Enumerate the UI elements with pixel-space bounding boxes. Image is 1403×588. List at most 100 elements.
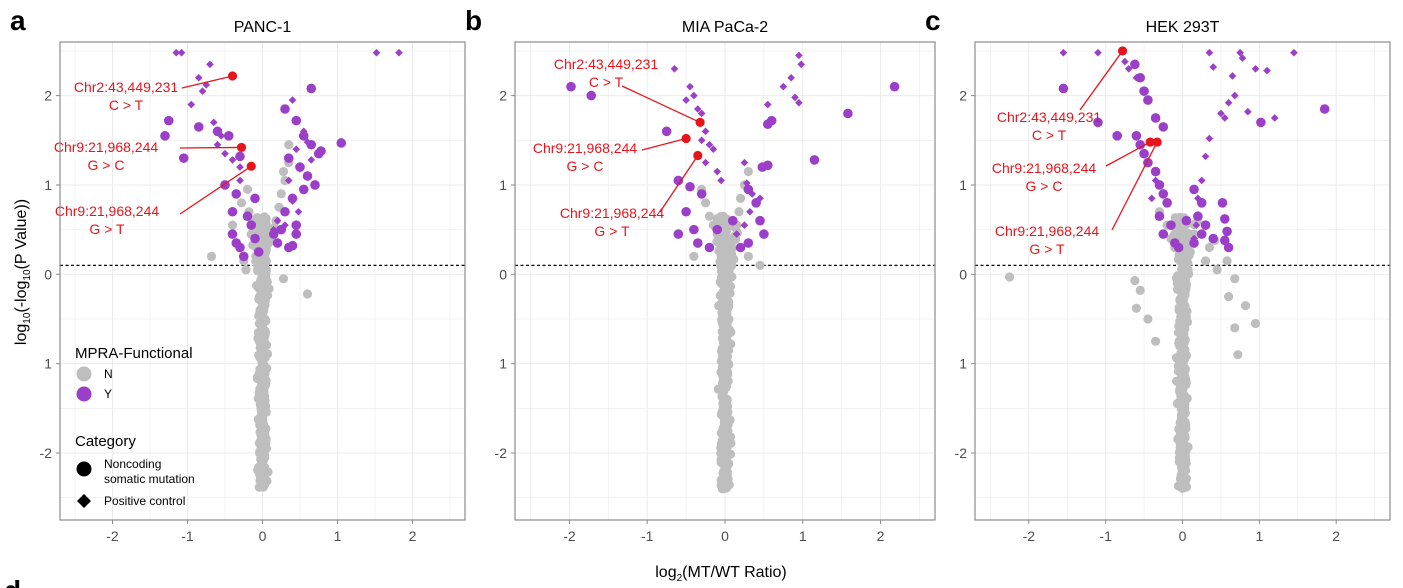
data-point-y-diamond: [221, 149, 229, 158]
data-point-n: [722, 482, 732, 492]
axes: -2 -1 0 1 2 -2 1 0 1 2: [40, 88, 417, 544]
data-point-y-circle: [1158, 189, 1169, 199]
callout-label-line: Chr2:43,449,231: [74, 79, 179, 95]
data-point-y-diamond: [1230, 91, 1239, 100]
data-point-y-diamond: [236, 176, 244, 185]
data-point-n: [734, 207, 744, 217]
data-point-y-circle: [227, 229, 238, 239]
data-point-y-circle: [1150, 166, 1161, 177]
axes: -2 -1 0 1 2 -2 1 0 1 2: [495, 88, 885, 544]
data-point-n: [1151, 336, 1161, 346]
data-point-y-circle: [1217, 198, 1228, 208]
callout-label-line: Chr9:21,968,244: [995, 223, 1100, 239]
data-point-n: [1130, 275, 1140, 286]
panel-letter: b: [465, 5, 482, 36]
data-point-y-diamond: [228, 156, 237, 164]
data-point-n: [721, 226, 731, 236]
points-functional-n: [689, 166, 765, 494]
data-point-y-diamond: [709, 145, 718, 154]
data-point-n: [1177, 315, 1187, 325]
data-point-n: [1250, 318, 1261, 329]
data-point-y-diamond: [1124, 65, 1133, 73]
panel-letter: c: [925, 5, 941, 36]
data-point-n: [1182, 265, 1192, 275]
data-point-y-diamond: [791, 93, 799, 102]
callout-label-line: G > T: [89, 221, 125, 237]
data-point-y-circle: [1166, 220, 1176, 230]
data-point-y-diamond: [1290, 48, 1298, 57]
callout-label-line: Chr9:21,968,244: [560, 205, 665, 221]
data-point-y-diamond: [670, 65, 679, 73]
data-point-y-circle: [1158, 229, 1169, 239]
data-point-n: [258, 307, 268, 318]
legend-label-positive-control: Positive control: [104, 494, 185, 508]
data-point-n: [1174, 250, 1184, 260]
callout-label: Chr9:21,968,244 G > C: [54, 139, 159, 173]
legend-diamond-shape: [77, 494, 91, 508]
data-point-n: [258, 300, 268, 310]
legend-functional-title: MPRA-Functional: [75, 345, 193, 362]
highlight-point: [246, 161, 256, 171]
data-point-y-circle: [843, 108, 853, 119]
data-point-y-diamond: [213, 140, 222, 149]
y-tick-label: 1: [499, 177, 507, 193]
y-tick-label: 1: [499, 356, 507, 372]
x-tick-label: -2: [106, 528, 119, 544]
panel-c: Chr2:43,449,231 C > T Chr9:21,968,244 G > C…: [925, 5, 1391, 544]
data-point-y-circle: [1219, 214, 1230, 224]
data-point-y-diamond: [1236, 48, 1244, 57]
data-point-y-diamond: [732, 230, 741, 238]
data-point-n: [1178, 354, 1188, 364]
legend-label-noncoding: Noncoding somatic mutation: [104, 457, 195, 486]
panels: Chr2:43,449,231 C > T Chr9:21,968,244 G > C…: [10, 5, 1391, 544]
data-point-n: [276, 189, 286, 199]
data-point-n: [1173, 271, 1183, 281]
data-point-n: [1212, 265, 1222, 275]
legend-swatch-y: [76, 386, 92, 402]
data-point-y-circle: [272, 238, 283, 248]
y-tick-label: 1: [959, 177, 967, 193]
data-point-y-circle: [231, 238, 242, 248]
data-point-y-diamond: [1121, 57, 1129, 66]
data-point-y-circle: [306, 83, 317, 94]
data-point-y-circle: [283, 153, 294, 163]
data-point-y-diamond: [296, 165, 304, 173]
legend-functional-items: N Y: [76, 366, 113, 402]
data-point-y-diamond: [395, 48, 403, 57]
data-point-y-circle: [1208, 233, 1219, 244]
data-point-y-diamond: [787, 73, 795, 82]
highlight-point: [695, 117, 705, 128]
data-point-y-circle: [809, 155, 820, 165]
data-point-n: [743, 166, 753, 177]
data-point-y-circle: [1139, 86, 1149, 96]
data-point-y-circle: [1193, 211, 1203, 222]
data-point-y-circle: [316, 146, 326, 156]
x-tick-label: -2: [1023, 528, 1036, 544]
data-point-y-diamond: [740, 158, 749, 167]
highlight-point: [1152, 137, 1162, 147]
highlight-point: [1145, 137, 1155, 147]
data-point-y-diamond: [292, 145, 301, 154]
data-point-n: [700, 198, 711, 208]
data-point-y-circle: [1256, 117, 1266, 128]
callout-line: [1105, 141, 1151, 167]
data-point-n: [1200, 256, 1211, 266]
data-point-y-circle: [291, 229, 302, 239]
data-point-y-diamond: [284, 176, 293, 185]
callout-label-line: Chr9:21,968,244: [992, 160, 1097, 176]
data-point-y-diamond: [209, 118, 218, 127]
callout-label-line: Chr9:21,968,244: [55, 203, 160, 219]
data-point-y-diamond: [1209, 63, 1218, 71]
data-point-y-diamond: [1217, 109, 1225, 118]
data-point-y-circle: [1223, 242, 1234, 253]
data-point-y-diamond: [177, 48, 186, 57]
points-functional-y-diamonds: [172, 48, 403, 234]
data-point-y-diamond: [686, 82, 694, 91]
data-point-y-circle: [743, 238, 754, 248]
data-point-y-circle: [755, 215, 765, 226]
data-point-y-diamond: [756, 194, 764, 203]
y-tick-label: -2: [955, 445, 968, 461]
callout-line: [181, 75, 233, 89]
data-point-y-diamond: [1201, 152, 1210, 161]
y-tick-label: 1: [44, 356, 52, 372]
